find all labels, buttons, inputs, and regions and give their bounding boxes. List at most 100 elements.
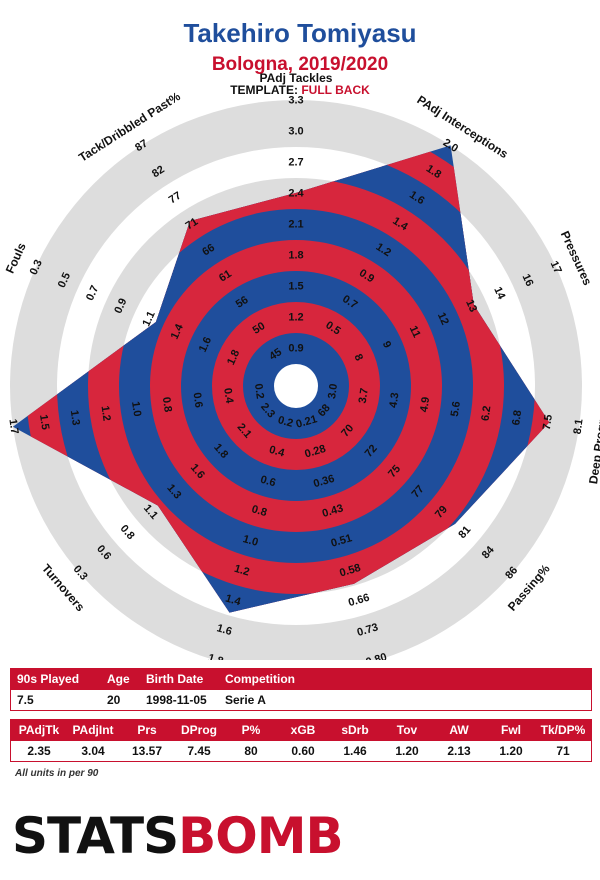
stats-value-cell: 1.46 (343, 744, 367, 758)
profile-value-cell: Serie A (225, 693, 266, 707)
tick-label: 0.8 (250, 503, 268, 519)
tick-label: 0.9 (288, 343, 303, 355)
tick-label: 6.2 (479, 405, 493, 422)
profile-header-cell: Competition (225, 672, 295, 686)
tick-label: 3.7 (357, 387, 371, 404)
tick-label: 1.8 (288, 250, 303, 262)
stats-header-cell: Prs (137, 723, 157, 737)
tick-label: 0.2 (252, 383, 266, 400)
stats-value-cell: 80 (244, 744, 258, 758)
tick-label: 56 (234, 294, 251, 311)
stats-value-cell: 13.57 (131, 744, 163, 758)
tick-label: 17 (548, 259, 564, 275)
profile-header-cell: Birth Date (146, 672, 204, 686)
tick-label: 9 (380, 339, 393, 350)
tick-label: 8 (352, 352, 365, 363)
stats-value-row: 2.35 3.04 13.57 7.45 80 0.60 1.46 1.20 2… (11, 741, 591, 761)
tick-label: 71 (184, 216, 201, 233)
tick-label: 0.4 (221, 387, 235, 405)
player-name: Takehiro Tomiyasu (183, 18, 417, 48)
stats-header-cell: Tk/DP% (540, 723, 586, 737)
axis-label: Aerial Wins (0, 397, 3, 464)
tick-label: 66 (200, 242, 217, 259)
tick-label: 0.36 (312, 473, 336, 491)
tick-label: 0.21 (295, 413, 319, 431)
tick-label: 6.8 (510, 409, 524, 426)
template-line: TEMPLATE: FULL BACK (0, 83, 600, 97)
tick-label: 0.51 (330, 532, 354, 550)
tick-label: 2.7 (288, 157, 303, 169)
profile-value-cell: 7.5 (17, 693, 34, 707)
tick-label: 2.4 (288, 188, 304, 200)
profile-header-cell: 90s Played (17, 672, 80, 686)
tick-label: 3.3 (288, 95, 303, 107)
axis-label: Deep Progressions (586, 374, 600, 485)
logo-part-stats: STATS (12, 807, 179, 865)
tick-label: 1.6 (197, 335, 214, 354)
stats-header-cell: AW (449, 723, 469, 737)
stats-header-cell: xGB (290, 723, 316, 737)
tick-label: 13 (463, 298, 479, 314)
tick-label: 1.3 (68, 409, 82, 426)
tick-label: 1.0 (129, 401, 143, 418)
tick-label: 1.5 (288, 281, 303, 293)
tick-label: 4.9 (418, 396, 432, 413)
tick-label: 0.5 (56, 271, 73, 290)
tick-label: 7.5 (541, 414, 555, 431)
profile-value-cell: 20 (107, 693, 121, 707)
logo-part-bomb: BOMB (178, 807, 343, 865)
stats-header-cell: P% (241, 723, 261, 737)
stats-value-cell: 0.60 (291, 744, 315, 758)
stats-table: PAdjTk PAdjInt Prs DProg P% xGB sDrb Tov… (10, 719, 592, 762)
stats-header-cell: PAdjInt (72, 723, 114, 737)
tick-label: 61 (217, 268, 234, 285)
tick-label: 82 (150, 164, 167, 181)
tick-label: 3.0 (288, 126, 303, 138)
tick-label: 0.6 (259, 474, 277, 490)
profile-header-cell: Age (107, 672, 130, 686)
statsbomb-logo: STATSBOMB (12, 807, 344, 865)
tick-label: 1.5 (37, 414, 51, 431)
tick-label: 45 (267, 346, 284, 363)
radar-chart: 0.9 1.2 1.5 1.8 2.1 2.4 2.7 3.0 3.3 PAdj Tackles 0… (0, 71, 600, 660)
tick-label: 14 (491, 285, 507, 302)
stats-value-cell: 1.20 (499, 744, 523, 758)
tick-label: 1.8 (207, 652, 225, 660)
stats-header-cell: PAdjTk (18, 723, 60, 737)
tick-label: 3.0 (326, 383, 340, 400)
axis-label: Fouls (3, 240, 29, 275)
template-label: TEMPLATE: (230, 83, 298, 97)
tick-label: 1.4 (224, 592, 243, 608)
tick-label: 8.1 (572, 418, 586, 435)
tick-label: 1.2 (98, 405, 112, 422)
tick-label: 87 (133, 137, 150, 154)
units-footnote: All units in per 90 (15, 768, 99, 779)
template-value: FULL BACK (301, 83, 370, 97)
stats-value-cell: 2.13 (447, 744, 471, 758)
stats-header-cell: DProg (181, 723, 217, 737)
stats-value-cell: 2.35 (27, 744, 51, 758)
tick-label: 11 (407, 324, 423, 340)
tick-label: 1.7 (6, 418, 20, 435)
tick-label: 1.0 (241, 533, 259, 549)
stats-header-cell: sDrb (341, 723, 369, 737)
tick-label: 0.28 (303, 443, 327, 461)
tick-label: 0.6 (190, 392, 204, 409)
tick-label: 0.4 (268, 444, 287, 460)
tick-label: 2.1 (288, 219, 303, 231)
tick-label: 1.2 (233, 563, 251, 579)
tick-label: 1.8 (225, 348, 242, 367)
stats-value-cell: 3.04 (81, 744, 105, 758)
tick-label: 50 (251, 320, 268, 337)
tick-label: 77 (167, 190, 184, 207)
axis-label: Pressures (558, 229, 595, 288)
tick-label: 0.80 (364, 651, 388, 660)
tick-label: 1.6 (215, 622, 233, 638)
tick-label: 0.7 (84, 284, 101, 303)
tick-label: 0.43 (321, 502, 345, 520)
tick-label: 0.66 (347, 592, 371, 610)
tick-label: 0.73 (356, 621, 380, 639)
tick-label: 12 (435, 311, 451, 327)
stats-value-cell: 1.20 (395, 744, 419, 758)
profile-table: 90s Played Age Birth Date Competition 7.… (10, 668, 592, 711)
